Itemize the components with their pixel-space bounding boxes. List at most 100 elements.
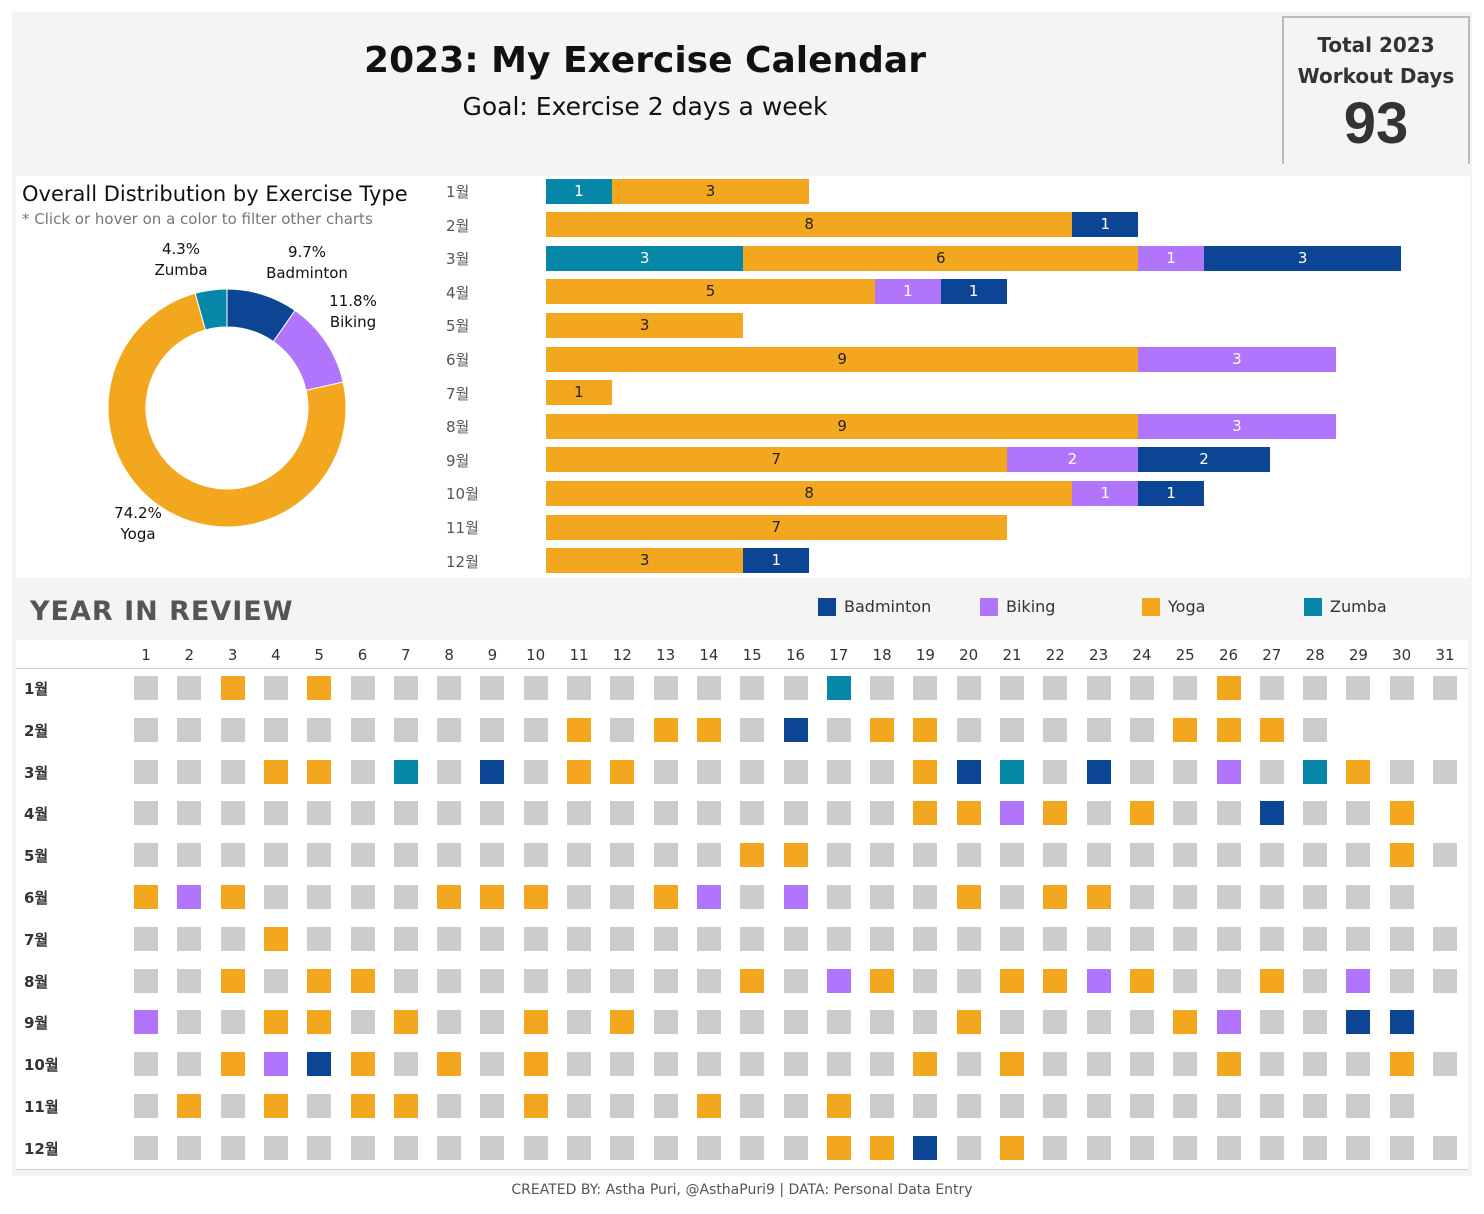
calendar-cell-yoga[interactable]: [1043, 885, 1068, 909]
calendar-cell[interactable]: [1173, 1094, 1198, 1118]
calendar-cell[interactable]: [610, 717, 635, 742]
calendar-cell[interactable]: [610, 801, 635, 826]
calendar-cell[interactable]: [220, 1135, 245, 1160]
calendar-cell[interactable]: [480, 1052, 505, 1077]
calendar-cell[interactable]: [696, 843, 721, 868]
calendar-cell-badminton[interactable]: [783, 717, 808, 742]
calendar-cell[interactable]: [220, 926, 245, 951]
calendar-cell[interactable]: [480, 717, 505, 742]
calendar-cell[interactable]: [1346, 1135, 1371, 1160]
calendar-cell[interactable]: [177, 843, 202, 868]
calendar-cell[interactable]: [1389, 968, 1414, 993]
calendar-cell[interactable]: [1173, 759, 1198, 784]
calendar-cell[interactable]: [610, 843, 635, 868]
calendar-cell[interactable]: [696, 1010, 721, 1035]
calendar-cell-yoga[interactable]: [307, 759, 332, 784]
calendar-cell[interactable]: [177, 676, 202, 700]
calendar-cell[interactable]: [653, 843, 678, 868]
calendar-cell[interactable]: [523, 717, 548, 742]
calendar-cell-biking[interactable]: [1216, 1010, 1241, 1035]
calendar-cell[interactable]: [437, 1010, 462, 1035]
calendar-cell[interactable]: [134, 843, 158, 868]
calendar-cell-yoga[interactable]: [220, 676, 245, 700]
calendar-cell[interactable]: [1259, 1094, 1284, 1118]
calendar-cell-yoga[interactable]: [653, 717, 678, 742]
calendar-cell-yoga[interactable]: [350, 1052, 375, 1077]
calendar-cell[interactable]: [696, 759, 721, 784]
calendar-cell[interactable]: [1000, 1010, 1024, 1035]
bar-segment-biking[interactable]: 2: [1006, 447, 1139, 473]
calendar-cell-yoga[interactable]: [1173, 717, 1198, 742]
calendar-cell-yoga[interactable]: [350, 1094, 375, 1118]
calendar-cell[interactable]: [350, 801, 375, 826]
bar-segment-zumba[interactable]: 3: [546, 245, 744, 271]
calendar-cell[interactable]: [134, 759, 158, 784]
calendar-cell-yoga[interactable]: [480, 885, 505, 909]
calendar-cell[interactable]: [1000, 1094, 1024, 1118]
calendar-cell-yoga[interactable]: [1000, 1052, 1024, 1077]
calendar-cell[interactable]: [263, 1135, 288, 1160]
calendar-cell[interactable]: [1433, 968, 1457, 993]
calendar-cell[interactable]: [1259, 843, 1284, 868]
calendar-cell[interactable]: [1303, 1094, 1328, 1118]
calendar-cell-yoga[interactable]: [523, 1094, 548, 1118]
calendar-cell[interactable]: [177, 926, 202, 951]
calendar-cell[interactable]: [393, 968, 418, 993]
calendar-cell[interactable]: [1129, 759, 1154, 784]
calendar-cell[interactable]: [956, 676, 981, 700]
calendar-cell-yoga[interactable]: [826, 1094, 851, 1118]
calendar-cell-yoga[interactable]: [1259, 717, 1284, 742]
donut-slice-yoga[interactable]: [107, 292, 347, 528]
calendar-cell[interactable]: [177, 801, 202, 826]
calendar-cell-yoga[interactable]: [653, 885, 678, 909]
calendar-cell-yoga[interactable]: [437, 1052, 462, 1077]
calendar-cell-yoga[interactable]: [1173, 1010, 1198, 1035]
calendar-cell[interactable]: [1303, 1135, 1328, 1160]
calendar-cell[interactable]: [567, 885, 591, 909]
calendar-cell[interactable]: [1433, 676, 1457, 700]
calendar-cell-yoga[interactable]: [870, 717, 895, 742]
calendar-cell-yoga[interactable]: [263, 1010, 288, 1035]
calendar-cell-biking[interactable]: [134, 1010, 158, 1035]
bar-segment-biking[interactable]: 1: [1072, 480, 1139, 506]
calendar-cell[interactable]: [610, 885, 635, 909]
calendar-cell[interactable]: [480, 1010, 505, 1035]
calendar-cell[interactable]: [134, 801, 158, 826]
calendar-cell[interactable]: [913, 926, 938, 951]
calendar-cell[interactable]: [956, 717, 981, 742]
calendar-cell-yoga[interactable]: [523, 1010, 548, 1035]
bar-segment-yoga[interactable]: 8: [546, 212, 1073, 238]
calendar-cell[interactable]: [134, 1135, 158, 1160]
calendar-cell-yoga[interactable]: [1216, 676, 1241, 700]
calendar-cell-zumba[interactable]: [826, 676, 851, 700]
calendar-cell[interactable]: [1086, 717, 1111, 742]
donut-slice-zumba[interactable]: [194, 288, 228, 331]
bar-segment-yoga[interactable]: 1: [546, 380, 612, 406]
calendar-cell[interactable]: [177, 1135, 202, 1160]
calendar-cell[interactable]: [956, 843, 981, 868]
calendar-cell[interactable]: [567, 1135, 591, 1160]
calendar-cell[interactable]: [610, 926, 635, 951]
calendar-cell[interactable]: [740, 885, 765, 909]
calendar-cell[interactable]: [134, 676, 158, 700]
bar-segment-yoga[interactable]: 3: [546, 548, 744, 574]
calendar-cell-yoga[interactable]: [913, 801, 938, 826]
calendar-cell[interactable]: [1303, 1052, 1328, 1077]
calendar-cell[interactable]: [826, 759, 851, 784]
calendar-cell-yoga[interactable]: [1043, 968, 1068, 993]
calendar-cell[interactable]: [1173, 926, 1198, 951]
calendar-cell[interactable]: [1346, 676, 1371, 700]
bar-segment-badminton[interactable]: 3: [1204, 245, 1402, 271]
calendar-cell[interactable]: [437, 926, 462, 951]
calendar-cell[interactable]: [1433, 1052, 1457, 1077]
calendar-cell[interactable]: [437, 1094, 462, 1118]
calendar-cell[interactable]: [177, 717, 202, 742]
calendar-cell[interactable]: [350, 759, 375, 784]
bar-segment-yoga[interactable]: 7: [546, 514, 1007, 540]
calendar-cell[interactable]: [567, 926, 591, 951]
calendar-cell[interactable]: [913, 968, 938, 993]
calendar-cell[interactable]: [567, 1010, 591, 1035]
calendar-cell[interactable]: [437, 801, 462, 826]
calendar-cell[interactable]: [1086, 1052, 1111, 1077]
calendar-cell[interactable]: [177, 1010, 202, 1035]
